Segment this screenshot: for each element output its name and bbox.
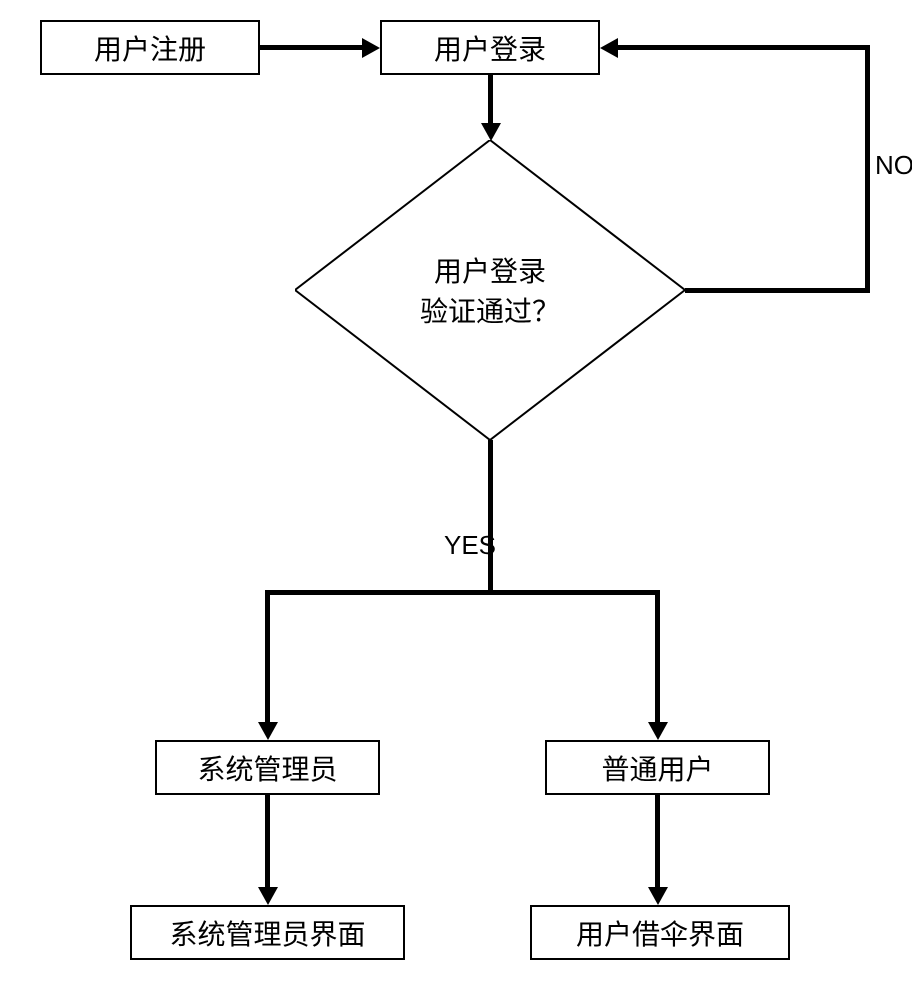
edge-split-user <box>655 590 660 725</box>
node-admin-ui: 系统管理员界面 <box>130 905 405 960</box>
edge-split-admin-head <box>258 722 278 740</box>
node-login: 用户登录 <box>380 20 600 75</box>
edge-no-seg3 <box>617 45 870 50</box>
edge-no-label: NO <box>875 150 912 181</box>
node-register: 用户注册 <box>40 20 260 75</box>
node-admin-ui-label: 系统管理员界面 <box>169 913 365 953</box>
flowchart-canvas: 用户注册 用户登录 用户登录 验证通过？ 系统管理员 普通用户 系统管理员界面 … <box>0 0 912 1000</box>
node-verify: 用户登录 验证通过？ <box>295 140 685 440</box>
node-verify-label-2: 验证通过？ <box>420 290 560 330</box>
edge-no-seg1 <box>685 288 870 293</box>
node-user-ui: 用户借伞界面 <box>530 905 790 960</box>
node-login-label: 用户登录 <box>434 28 546 68</box>
edge-split-horizontal <box>265 590 660 595</box>
edge-split-user-head <box>648 722 668 740</box>
edge-register-login-head <box>362 38 380 58</box>
node-admin: 系统管理员 <box>155 740 380 795</box>
edge-admin-adminui <box>265 795 270 890</box>
edge-login-verify <box>488 75 493 127</box>
node-user-label: 普通用户 <box>601 748 713 788</box>
edge-user-userui <box>655 795 660 890</box>
node-verify-label-1: 用户登录 <box>434 250 546 290</box>
edge-yes-down <box>488 440 493 595</box>
node-user-ui-label: 用户借伞界面 <box>576 913 744 953</box>
edge-no-seg2 <box>865 45 870 293</box>
node-user: 普通用户 <box>545 740 770 795</box>
node-register-label: 用户注册 <box>94 28 206 68</box>
edge-login-verify-head <box>481 123 501 141</box>
edge-register-login <box>260 45 366 50</box>
edge-split-admin <box>265 590 270 725</box>
edge-no-head <box>600 38 618 58</box>
edge-yes-label: YES <box>444 530 496 561</box>
edge-user-userui-head <box>648 887 668 905</box>
node-admin-label: 系统管理员 <box>197 748 337 788</box>
edge-admin-adminui-head <box>258 887 278 905</box>
